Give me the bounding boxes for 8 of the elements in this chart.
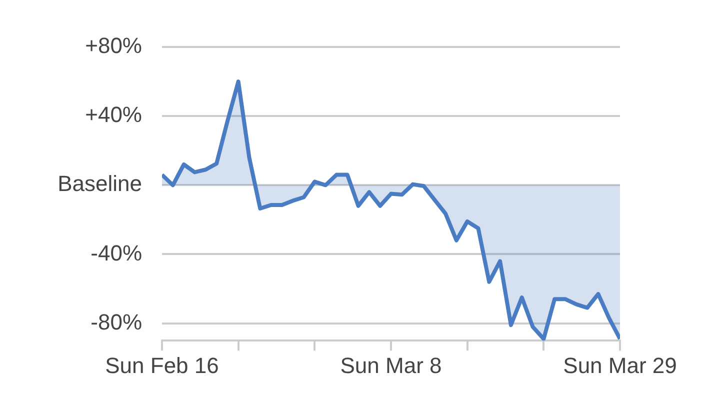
x-tick-label: Sun Feb 16 xyxy=(105,352,219,378)
x-tick-label: Sun Mar 29 xyxy=(563,352,677,378)
y-tick-label: Baseline xyxy=(58,171,142,196)
y-tick-label: +40% xyxy=(85,102,142,128)
y-tick-label: -80% xyxy=(90,309,142,334)
y-tick-label: -40% xyxy=(90,240,142,266)
y-tick-label: +80% xyxy=(85,33,142,58)
x-tick-label: Sun Mar 8 xyxy=(340,352,442,378)
